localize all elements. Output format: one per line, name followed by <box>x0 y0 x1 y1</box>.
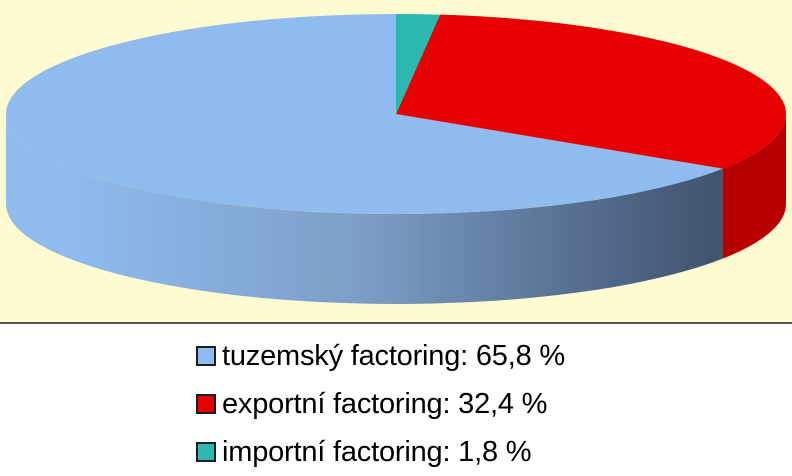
legend-item-tuzemsky: tuzemský factoring: 65,8 % <box>196 332 565 380</box>
pie-slice-0 <box>6 14 723 215</box>
pie-chart <box>5 14 787 305</box>
pie-sides <box>5 114 786 305</box>
legend: tuzemský factoring: 65,8 % exportní fact… <box>196 332 565 476</box>
legend-label-exportni: exportní factoring: 32,4 % <box>222 387 548 420</box>
legend-swatch-tuzemsky <box>196 346 216 366</box>
pie-side-1 <box>722 114 786 259</box>
legend-label-tuzemsky: tuzemský factoring: 65,8 % <box>222 339 565 372</box>
legend-swatch-exportni <box>196 394 216 414</box>
pie-slice-1 <box>396 14 787 169</box>
legend-item-exportni: exportní factoring: 32,4 % <box>196 380 565 428</box>
legend-label-importni: importní factoring: 1,8 % <box>222 435 532 468</box>
pie-slice-2 <box>396 14 441 114</box>
pie-tops <box>6 14 787 215</box>
pie-side-0 <box>5 114 723 305</box>
legend-item-importni: importní factoring: 1,8 % <box>196 428 565 476</box>
legend-swatch-importni <box>196 442 216 462</box>
plot-area <box>0 0 792 324</box>
